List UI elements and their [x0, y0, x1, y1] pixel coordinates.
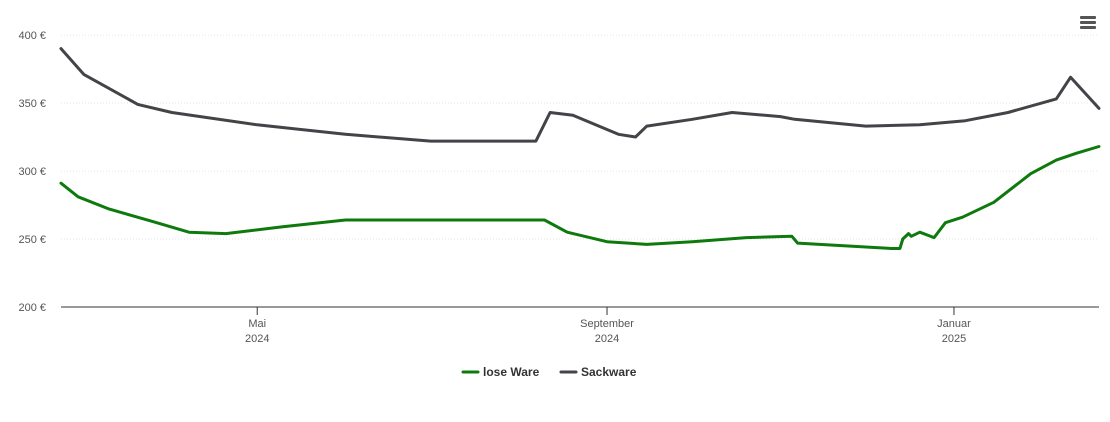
legend-label: lose Ware: [483, 365, 540, 379]
series-line: [59, 47, 1101, 143]
y-tick-label: 300 €: [18, 166, 46, 178]
x-tick-label-month: Januar: [937, 318, 971, 330]
y-axis-labels: 200 € 250 € 300 € 350 € 400 €: [18, 30, 46, 314]
x-tick-label-year: 2025: [942, 333, 966, 345]
x-tick-label-year: 2024: [595, 333, 619, 345]
legend-item[interactable]: lose Ware: [461, 365, 540, 379]
series-lines: [59, 47, 1101, 250]
legend-item[interactable]: Sackware: [559, 365, 637, 379]
x-tick-label-month: September: [580, 318, 634, 330]
grid-lines: [61, 34, 1099, 240]
x-tick-label-month: Mai: [248, 318, 266, 330]
legend[interactable]: lose Ware Sackware: [461, 365, 637, 379]
x-axis: Mai 2024 September 2024 Januar 2025: [61, 306, 1099, 345]
y-tick-label: 400 €: [18, 30, 46, 42]
series-line: [59, 145, 1101, 250]
chart-menu-icon[interactable]: [1076, 10, 1100, 34]
y-tick-label: 350 €: [18, 98, 46, 110]
y-tick-label: 250 €: [18, 234, 46, 246]
y-tick-label: 200 €: [18, 302, 46, 314]
legend-label: Sackware: [581, 365, 637, 379]
x-tick-label-year: 2024: [245, 333, 269, 345]
